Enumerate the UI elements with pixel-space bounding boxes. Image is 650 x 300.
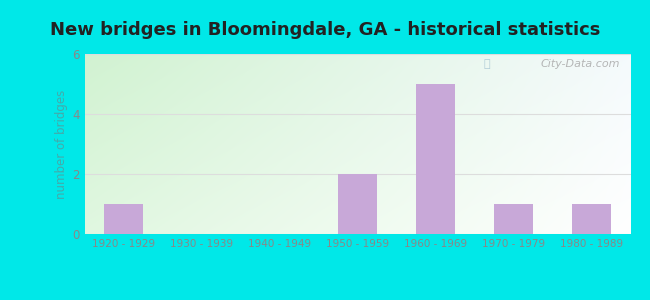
Bar	[572, 204, 611, 234]
Bar	[494, 204, 533, 234]
Y-axis label: number of bridges: number of bridges	[55, 89, 68, 199]
Bar	[104, 204, 143, 234]
Bar	[416, 84, 455, 234]
Text: ⦿: ⦿	[483, 59, 489, 69]
Bar	[338, 174, 377, 234]
Text: City-Data.com: City-Data.com	[540, 59, 619, 69]
Text: New bridges in Bloomingdale, GA - historical statistics: New bridges in Bloomingdale, GA - histor…	[50, 21, 600, 39]
